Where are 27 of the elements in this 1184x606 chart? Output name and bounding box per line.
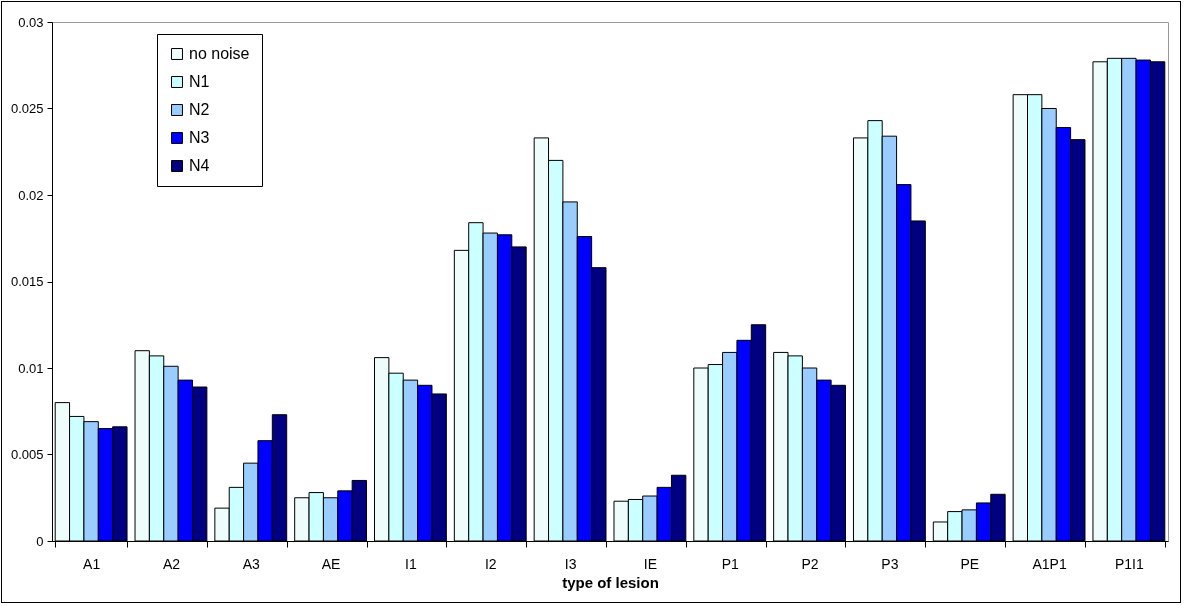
y-tick-label: 0.005: [10, 447, 44, 462]
x-tick-label: A3: [242, 555, 261, 572]
x-tick-label: P3: [881, 555, 899, 572]
x-tick-label: IE: [643, 555, 658, 572]
legend-label: N3: [189, 129, 210, 146]
y-tick-label: 0.015: [10, 274, 44, 289]
y-tick-label: 0.025: [10, 101, 44, 116]
x-tick-label: A1P1: [1032, 555, 1067, 572]
x-axis-title: type of lesion: [562, 573, 659, 591]
x-tick-label: P1: [721, 555, 740, 572]
y-tick-label: 0.02: [18, 187, 44, 203]
legend-label: no noise: [189, 45, 250, 62]
x-tick-label: P2: [801, 555, 819, 572]
x-tick-label: PE: [960, 555, 980, 572]
x-tick-label: P1I1: [1114, 555, 1144, 572]
x-tick-label: A2: [162, 555, 181, 572]
x-tick-label: I3: [564, 555, 577, 572]
legend-label: N4: [189, 157, 210, 174]
x-tick-label: I2: [484, 555, 497, 572]
x-tick-label: A1: [83, 555, 101, 572]
legend-label: N2: [189, 101, 210, 118]
y-tick-label: 0.03: [18, 14, 44, 30]
x-tick-label: AE: [321, 555, 341, 572]
legend-label: N1: [189, 73, 210, 90]
y-tick-label: 0.01: [18, 360, 44, 376]
x-tick-label: I1: [405, 555, 417, 572]
y-tick-label: 0: [36, 533, 44, 549]
